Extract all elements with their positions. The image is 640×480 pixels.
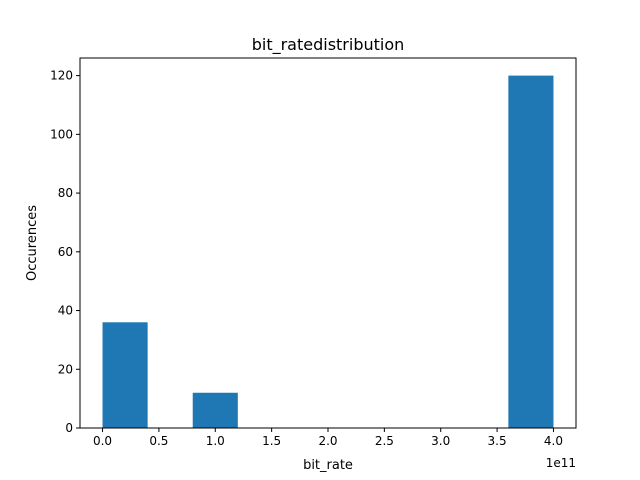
y-tick-label: 20 [58, 362, 73, 376]
y-tick-label: 0 [65, 421, 73, 435]
y-tick-label: 80 [58, 186, 73, 200]
plot-frame [79, 57, 577, 429]
y-axis-label: Occurences [25, 205, 40, 281]
x-tick-label: 0.0 [93, 434, 112, 448]
x-tick-label: 2.5 [375, 434, 394, 448]
x-tick-label: 2.0 [318, 434, 337, 448]
x-tick-label: 1.5 [262, 434, 281, 448]
y-tick-label: 120 [50, 69, 73, 83]
x-axis-label: bit_rate [303, 458, 353, 473]
histogram-bar-1 [192, 392, 238, 428]
x-tick-label: 3.5 [488, 434, 507, 448]
chart-title: bit_ratedistribution [252, 35, 405, 55]
y-tick-label: 60 [58, 245, 73, 259]
y-tick-label: 100 [50, 127, 73, 141]
x-axis-ticks: 0.0 0.5 1.0 1.5 2.0 2.5 3.0 3.5 4.0 [93, 428, 563, 448]
y-axis-ticks: 0 20 40 60 80 100 120 [50, 69, 80, 435]
x-tick-label: 3.0 [431, 434, 450, 448]
bars-group [102, 75, 554, 428]
y-tick-label: 40 [58, 304, 73, 318]
histogram-bar-0 [102, 322, 148, 428]
x-tick-label: 4.0 [544, 434, 563, 448]
histogram-bar-2 [508, 75, 554, 428]
x-tick-label: 1.0 [206, 434, 225, 448]
x-axis-offset-label: 1e11 [546, 456, 576, 470]
x-tick-label: 0.5 [149, 434, 168, 448]
